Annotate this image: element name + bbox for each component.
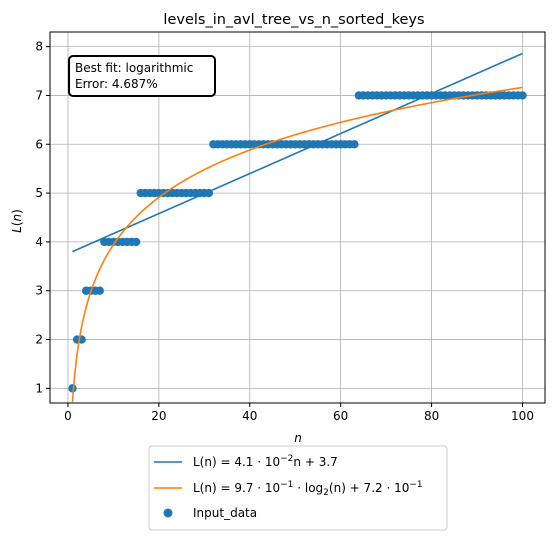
y-axis-label: L(n) [10,209,24,233]
linear-fit-line [72,52,523,253]
annotation-line-2: Error: 4.687% [75,77,158,91]
data-point [95,286,104,295]
x-tick-label: 0 [64,409,72,423]
x-tick-label: 40 [242,409,257,423]
annotation-line-1: Best fit: logarithmic [75,61,193,75]
y-tick-label: 3 [35,284,43,298]
y-tick-labels: 1 2 3 4 5 6 7 8 [35,40,50,395]
x-tick-labels: 0 20 40 60 80 100 [64,403,534,423]
x-tick-label: 20 [151,409,166,423]
plot-frame [49,31,546,404]
data-point [68,384,77,393]
legend-label: Input_data [193,506,257,520]
y-tick-label: 6 [35,137,43,151]
data-point [350,140,359,149]
y-tick-label: 7 [35,88,43,102]
log-fit-line [71,86,523,403]
y-tick-label: 8 [35,40,43,54]
y-tick-label: 2 [35,333,43,347]
y-tick-label: 4 [35,235,43,249]
x-tick-label: 60 [333,409,348,423]
legend-label: L(n) = 9.7 · 10−1 · log2(n) + 7.2 · 10−1 [193,480,423,498]
legend-marker-swatch [163,508,173,518]
legend: L(n) = 4.1 · 10−2n + 3.7 L(n) = 9.7 · 10−… [148,445,448,531]
y-tick-label: 5 [35,186,43,200]
chart-title: levels_in_avl_tree_vs_n_sorted_keys [163,12,424,28]
data-point [131,237,141,247]
legend-label: L(n) = 4.1 · 10−2n + 3.7 [193,454,338,469]
x-axis-label: n [294,431,302,445]
y-tick-label: 1 [35,381,43,395]
annotation-box: Best fit: logarithmic Error: 4.687% [68,55,216,97]
data-point [518,91,527,100]
plot-area [49,31,546,404]
x-tick-label: 100 [511,409,534,423]
x-tick-label: 80 [424,409,439,423]
